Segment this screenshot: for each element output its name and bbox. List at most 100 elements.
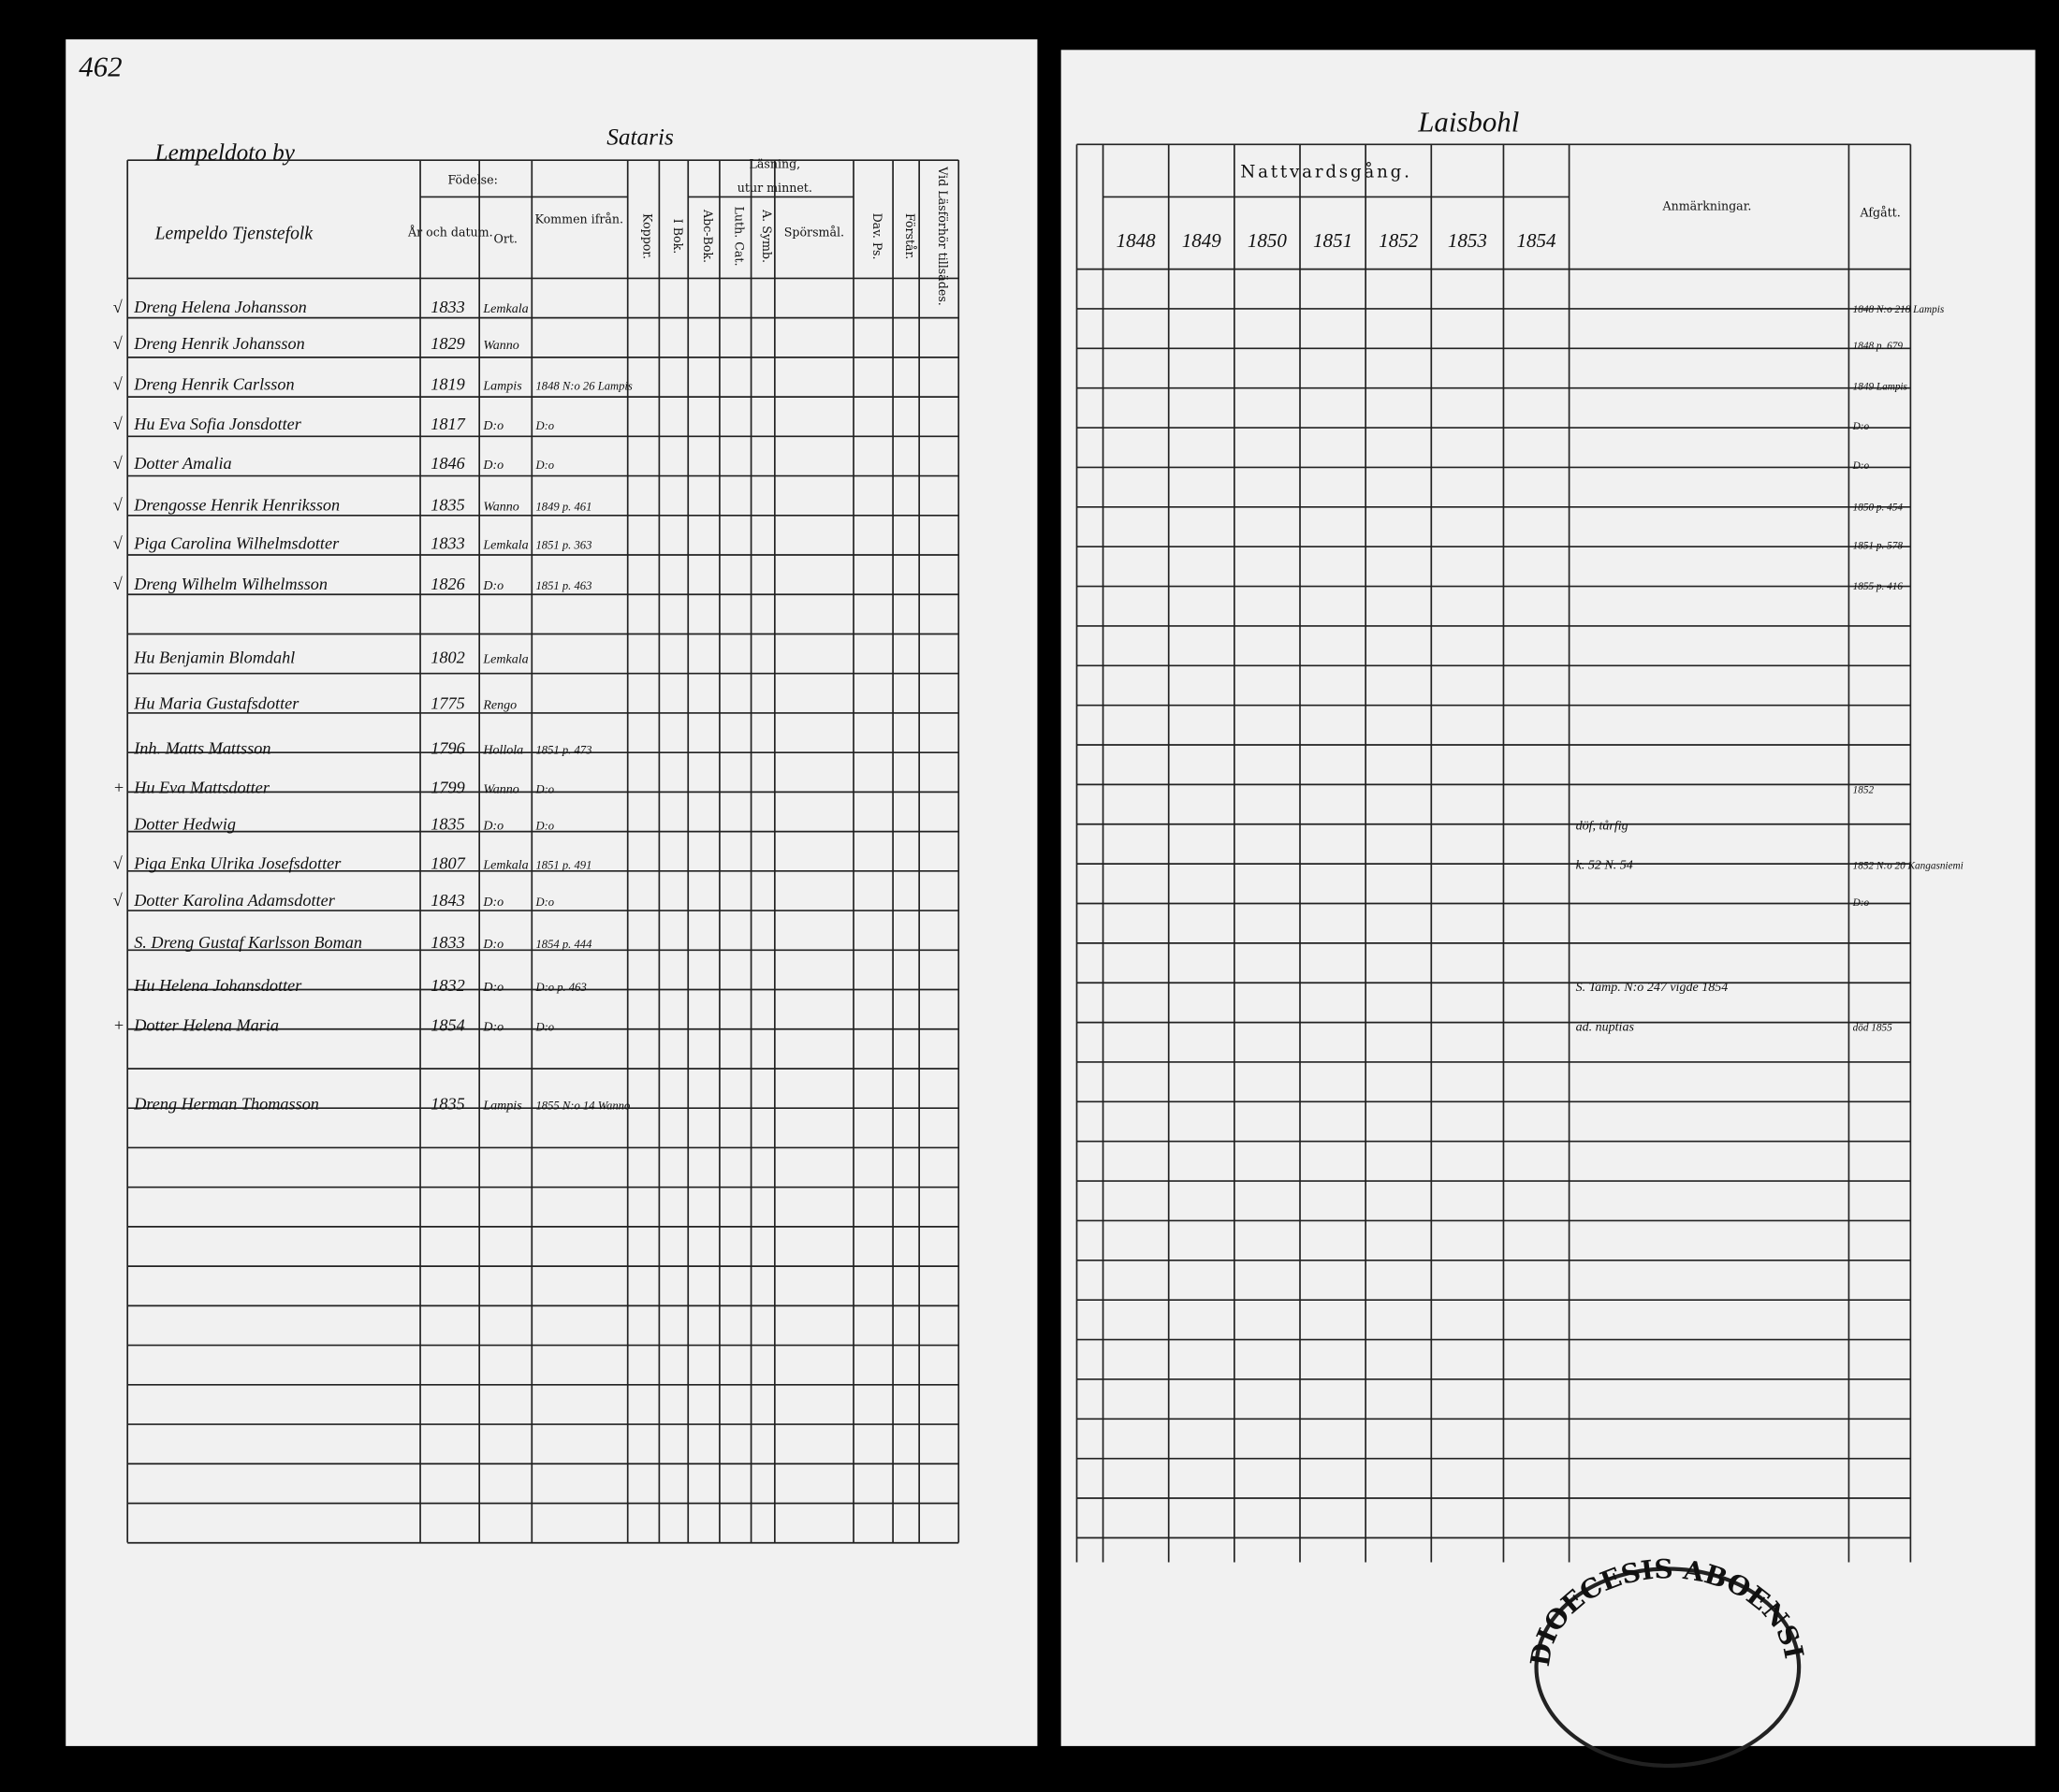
person-name: Hu Helena Johansdotter — [133, 976, 302, 995]
came-from: 1851 p. 491 — [535, 859, 591, 872]
row-mark: √ — [113, 533, 123, 552]
page-number: 462 — [79, 51, 122, 82]
parish: Sataris — [606, 124, 674, 150]
departed: 1849 Lampis — [1853, 382, 1908, 393]
birth-place: Lampis — [482, 380, 522, 394]
column-header: Luth. Cat. — [733, 207, 747, 267]
person-name: Dotter Hedwig — [133, 815, 236, 834]
birth-place: D:o — [482, 459, 504, 473]
birth-place: D:o — [482, 419, 504, 433]
left-page — [66, 39, 1038, 1746]
person-name: Piga Carolina Wilhelmsdotter — [133, 533, 340, 552]
birth-year: 1807 — [431, 854, 465, 873]
person-name: Dreng Herman Thomasson — [133, 1094, 319, 1113]
departed: 1855 p. 416 — [1853, 581, 1904, 592]
remark: ad. nuptias — [1576, 1020, 1635, 1034]
birth-place: D:o — [482, 938, 504, 952]
remark: k. 52 N. 54 — [1576, 859, 1633, 873]
place-header: Ort. — [494, 232, 518, 246]
year-header: 1850 — [1248, 229, 1288, 252]
birth-place: Hollola — [482, 743, 523, 757]
birth-place: Rengo — [482, 699, 517, 713]
birth-year: 1829 — [431, 334, 464, 353]
right-page — [1060, 50, 2036, 1746]
departed: D:o — [1852, 897, 1870, 909]
row-mark: + — [113, 1015, 124, 1034]
year-header: 1851 — [1313, 229, 1352, 252]
came-from: D:o — [534, 820, 554, 833]
birth-place: D:o — [482, 579, 504, 593]
birth-year: 1832 — [431, 976, 464, 995]
column-header: Dav. Ps. — [870, 213, 884, 260]
birth-year: 1833 — [431, 933, 464, 952]
birth-year: 1819 — [431, 375, 464, 394]
birth-place: Lemkala — [482, 652, 528, 666]
person-name: Drengosse Henrik Henriksson — [133, 496, 340, 515]
birth-place: Lemkala — [482, 859, 528, 873]
year-header: År och datum. — [407, 226, 493, 240]
birth-year: 1826 — [431, 575, 465, 593]
person-name: Dotter Helena Maria — [133, 1015, 279, 1034]
birth-place: D:o — [482, 1020, 504, 1034]
year-header: 1854 — [1517, 229, 1557, 252]
birth-place: Lemkala — [482, 302, 528, 316]
came-from: D:o — [534, 1020, 554, 1033]
column-header: Abc-Bok. — [701, 209, 715, 263]
right-title: Laisbohl — [1417, 106, 1519, 138]
year-header: 1853 — [1448, 229, 1487, 252]
year-header: 1852 — [1379, 229, 1419, 252]
came-from: 1851 p. 363 — [535, 538, 591, 551]
row-mark: + — [113, 778, 124, 796]
birth-year: 1843 — [431, 891, 464, 910]
birth-place: Wanno — [483, 501, 518, 515]
remark: döf, tårfig — [1576, 820, 1628, 834]
person-name: Dreng Wilhelm Wilhelmsson — [133, 575, 328, 593]
row-mark: √ — [113, 334, 123, 353]
birth-year: 1799 — [431, 778, 464, 796]
column-header: Vid Läsförhör tillsädes. — [936, 166, 950, 306]
birth-place: Lemkala — [482, 538, 528, 552]
row-mark: √ — [113, 854, 123, 873]
year-header: 1849 — [1182, 229, 1222, 252]
row-mark: √ — [113, 496, 123, 515]
remarks-header: Anmärkningar. — [1661, 198, 1751, 212]
row-mark: √ — [113, 415, 123, 433]
person-name: Hu Eva Mattsdotter — [133, 778, 270, 796]
birth-year: 1817 — [431, 415, 465, 433]
departed: 1852 — [1853, 784, 1875, 795]
birth-place: D:o — [482, 820, 504, 834]
came-from: 1848 N:o 26 Lampis — [535, 380, 632, 393]
row-mark: √ — [113, 891, 123, 910]
person-name: S. Dreng Gustaf Karlsson Boman — [134, 933, 362, 952]
departed: 1850 p. 454 — [1853, 503, 1904, 514]
person-name: Dotter Karolina Adamsdotter — [133, 891, 335, 910]
departed-header: Afgått. — [1859, 205, 1900, 219]
birth-year: 1796 — [431, 738, 465, 757]
birth-year: 1775 — [431, 694, 464, 713]
birth-year: 1802 — [431, 648, 464, 666]
departed: 1848 p. 679 — [1853, 341, 1904, 352]
departed: 1848 N:o 218 Lampis — [1853, 304, 1945, 315]
came-from: 1855 N:o 14 Wanno — [535, 1099, 630, 1112]
came-from: D:o — [534, 782, 554, 795]
departed: D:o — [1852, 460, 1870, 472]
person-name: Inh. Matts Mattsson — [133, 738, 270, 757]
year-header: 1848 — [1117, 229, 1157, 252]
birth-header: Födelse: — [447, 172, 497, 186]
birth-year: 1833 — [431, 533, 464, 552]
birth-place: Lampis — [482, 1099, 522, 1113]
household: Lempeldo Tjenstefolk — [154, 223, 314, 243]
birth-year: 1835 — [431, 496, 464, 515]
person-name: Dreng Henrik Johansson — [133, 334, 304, 353]
row-mark: √ — [113, 575, 123, 593]
birth-year: 1835 — [431, 815, 464, 834]
birth-year: 1835 — [431, 1094, 464, 1113]
column-header: Koppor. — [641, 213, 655, 259]
village: Lempeldoto by — [154, 139, 296, 166]
person-name: Dreng Henrik Carlsson — [133, 375, 294, 394]
departed: 1852 N:o 20 Kangasniemi — [1853, 861, 1964, 872]
column-header: A. Symb. — [760, 209, 774, 263]
person-name: Dreng Helena Johansson — [133, 298, 307, 316]
came-from: D:o — [534, 459, 554, 472]
